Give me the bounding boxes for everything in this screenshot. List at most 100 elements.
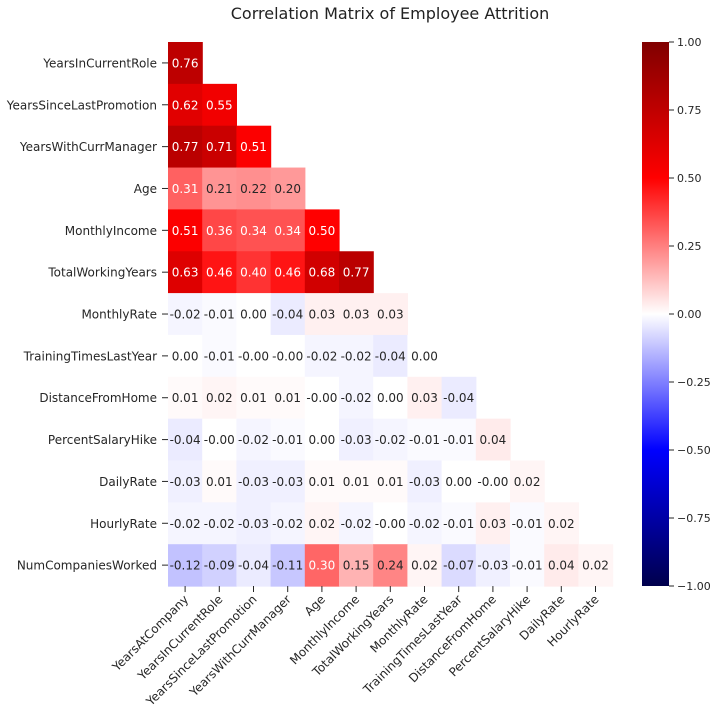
cell-value-label: 0.02 — [206, 391, 233, 405]
cell-value-label: 0.55 — [206, 98, 233, 112]
cell-value-label: 0.01 — [309, 475, 336, 489]
row-tick-label: MonthlyRate — [81, 308, 157, 322]
heatmap-cell — [304, 209, 340, 252]
row-tick-label: YearsWithCurrManager — [19, 140, 157, 154]
heatmap-cell — [304, 293, 340, 336]
column-tick-label: Age — [302, 592, 328, 618]
heatmap-cell — [202, 376, 237, 420]
colorbar-tick-label: 0.25 — [677, 240, 702, 253]
row-tick-label: DailyRate — [99, 475, 157, 489]
cell-value-label: -0.00 — [375, 517, 406, 531]
colorbar-tick-label: 0.75 — [677, 104, 702, 117]
heatmap-cell — [168, 251, 203, 294]
cell-value-label: 0.71 — [206, 140, 233, 154]
heatmap-cell — [339, 376, 374, 420]
heatmap-cell — [202, 167, 237, 210]
heatmap-cell — [475, 544, 511, 587]
row-tick-label: DistanceFromHome — [39, 391, 157, 405]
heatmap-cell — [270, 376, 306, 420]
heatmap-cell — [236, 125, 272, 169]
heatmap-cell — [304, 502, 340, 545]
cell-value-label: -0.02 — [341, 391, 372, 405]
heatmap-cell — [407, 544, 443, 587]
heatmap-cell — [373, 418, 408, 462]
cell-value-label: 0.46 — [206, 266, 233, 280]
cell-value-label: -0.00 — [306, 391, 337, 405]
heatmap-cell — [339, 502, 374, 545]
heatmap-cell — [407, 418, 443, 462]
heatmap-cell — [304, 376, 340, 420]
cell-value-label: 0.03 — [309, 308, 336, 322]
heatmap-cell — [270, 418, 306, 462]
heatmap-cells: 0.76 0.62 0.55 0.77 0.71 0.51 0.31 0.21 0.22 0.20… — [168, 42, 614, 587]
cell-value-label: 0.21 — [206, 182, 233, 196]
cell-value-label: -0.02 — [375, 433, 406, 447]
heatmap-cell — [407, 334, 443, 378]
heatmap-cell — [339, 460, 374, 503]
cell-value-label: 0.02 — [411, 559, 438, 573]
heatmap-cell — [339, 334, 374, 378]
cell-value-label: -0.00 — [477, 475, 508, 489]
row-tick-label: MonthlyIncome — [65, 224, 157, 238]
heatmap-cell — [202, 334, 237, 378]
heatmap-cell — [339, 293, 374, 336]
heatmap-cell — [168, 167, 203, 210]
heatmap-cell — [441, 460, 477, 503]
colorbar-tick-label: 0.50 — [677, 172, 702, 185]
cell-value-label: -0.03 — [477, 559, 508, 573]
heatmap-cell — [407, 460, 443, 503]
cell-value-label: -0.02 — [341, 517, 372, 531]
cell-value-label: 0.24 — [377, 559, 404, 573]
heatmap-cell — [510, 544, 545, 587]
cell-value-label: -0.02 — [409, 517, 440, 531]
cell-value-label: 0.03 — [480, 517, 507, 531]
cell-value-label: 0.62 — [172, 98, 199, 112]
colorbar: 1.00 0.75 0.50 0.25 0.00 −0.25 −0.50 −0.75 −1.00 — [642, 36, 711, 593]
heatmap-cell — [373, 376, 408, 420]
heatmap-cell — [441, 502, 477, 545]
heatmap-cell — [304, 460, 340, 503]
heatmap-cell — [270, 502, 306, 545]
cell-value-label: 0.20 — [274, 182, 301, 196]
cell-value-label: 0.00 — [309, 433, 336, 447]
heatmap-cell — [339, 418, 374, 462]
cell-value-label: -0.01 — [409, 433, 440, 447]
colorbar-tick-label: 0.00 — [677, 308, 702, 321]
heatmap-cell — [168, 460, 203, 503]
row-tick-label: TotalWorkingYears — [47, 266, 157, 280]
heatmap-cell — [168, 293, 203, 336]
cell-value-label: 0.03 — [411, 391, 438, 405]
cell-value-label: -0.03 — [409, 475, 440, 489]
colorbar-tick-label: −0.50 — [677, 444, 711, 457]
cell-value-label: -0.04 — [238, 559, 269, 573]
cell-value-label: 0.76 — [172, 56, 199, 70]
cell-value-label: -0.04 — [375, 349, 406, 363]
heatmap-cell — [339, 544, 374, 587]
cell-value-label: -0.02 — [170, 517, 201, 531]
heatmap-cell — [304, 544, 340, 587]
heatmap-cell — [270, 293, 306, 336]
cell-value-label: 0.00 — [240, 308, 267, 322]
heatmap-cell — [304, 418, 340, 462]
cell-value-label: -0.01 — [443, 517, 474, 531]
cell-value-label: -0.00 — [238, 349, 269, 363]
heatmap-cell — [475, 418, 511, 462]
row-tick-label: NumCompaniesWorked — [17, 559, 157, 573]
heatmap-cell — [304, 334, 340, 378]
heatmap-cell — [168, 209, 203, 252]
colorbar-tick-label: −0.75 — [677, 512, 711, 525]
cell-value-label: 0.77 — [172, 140, 199, 154]
heatmap-cell — [202, 251, 237, 294]
row-tick-label: HourlyRate — [90, 517, 157, 531]
heatmap-cell — [168, 418, 203, 462]
heatmap-cell — [407, 502, 443, 545]
cell-value-label: 0.01 — [240, 391, 267, 405]
heatmap-cell — [236, 334, 272, 378]
cell-value-label: 0.02 — [548, 517, 575, 531]
cell-value-label: 0.40 — [240, 266, 267, 280]
cell-value-label: -0.04 — [443, 391, 474, 405]
heatmap-cell — [373, 544, 408, 587]
colorbar-tick-label: −1.00 — [677, 580, 711, 593]
cell-value-label: 0.01 — [172, 391, 199, 405]
cell-value-label: 0.34 — [274, 224, 301, 238]
